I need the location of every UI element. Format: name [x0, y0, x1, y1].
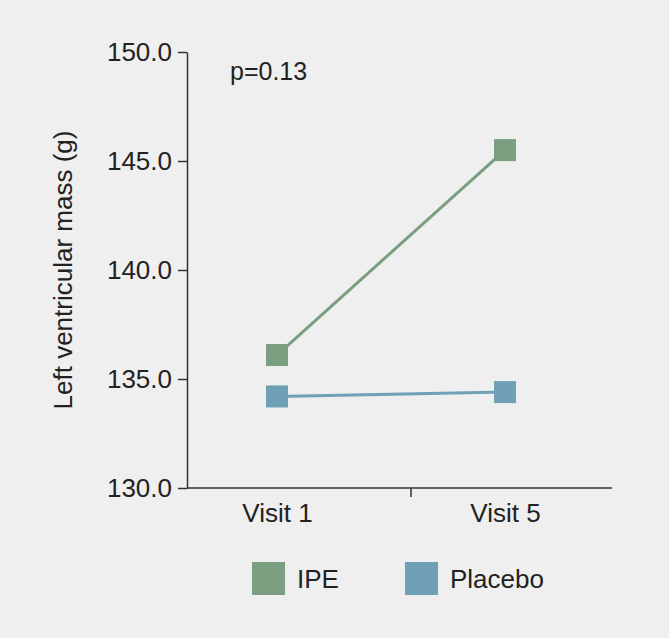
- y-tick-mark: [178, 379, 187, 381]
- y-axis-title: Left ventricular mass (g): [48, 131, 78, 410]
- legend-swatch: [252, 562, 285, 595]
- y-tick-label: 150.0: [107, 37, 172, 67]
- y-tick-mark: [178, 488, 187, 490]
- x-tick: Visit 5: [470, 498, 540, 528]
- series-line: [277, 150, 505, 355]
- y-tick-mark: [178, 52, 187, 54]
- plot-area: [266, 139, 516, 407]
- y-tick: 135.0: [107, 364, 187, 394]
- legend-swatch: [405, 562, 438, 595]
- x-axis: Visit 1 Visit 5: [242, 498, 540, 528]
- y-tick: 140.0: [107, 255, 187, 285]
- chart: 130.0 135.0 140.0 145.0 150.0 Visit 1 Visit 5 L…: [0, 0, 669, 638]
- x-tick: Visit 1: [242, 498, 312, 528]
- series-marker: [494, 381, 516, 403]
- y-tick-label: 135.0: [107, 364, 172, 394]
- y-tick-label: 140.0: [107, 255, 172, 285]
- series-marker: [266, 344, 288, 366]
- y-tick: 130.0: [107, 473, 187, 503]
- x-tick-label: Visit 1: [242, 498, 312, 528]
- y-tick-label: 145.0: [107, 146, 172, 176]
- y-tick-mark: [178, 270, 187, 272]
- y-tick-mark: [178, 161, 187, 163]
- legend: IPE Placebo: [252, 562, 544, 595]
- series-marker: [494, 139, 516, 161]
- legend-label: Placebo: [450, 564, 544, 594]
- background: [0, 0, 669, 638]
- annotation: p=0.13: [230, 57, 307, 85]
- legend-label: IPE: [297, 564, 339, 594]
- legend-item: Placebo: [405, 562, 544, 595]
- x-tick-label: Visit 5: [470, 498, 540, 528]
- x-separator: [410, 488, 412, 497]
- series-line: [277, 392, 505, 396]
- legend-item: IPE: [252, 562, 339, 595]
- y-axis: 130.0 135.0 140.0 145.0 150.0: [107, 37, 188, 503]
- x-axis-line: [187, 487, 612, 489]
- y-tick: 145.0: [107, 146, 187, 176]
- y-tick: 150.0: [107, 37, 187, 67]
- y-tick-label: 130.0: [107, 473, 172, 503]
- series-marker: [266, 385, 288, 407]
